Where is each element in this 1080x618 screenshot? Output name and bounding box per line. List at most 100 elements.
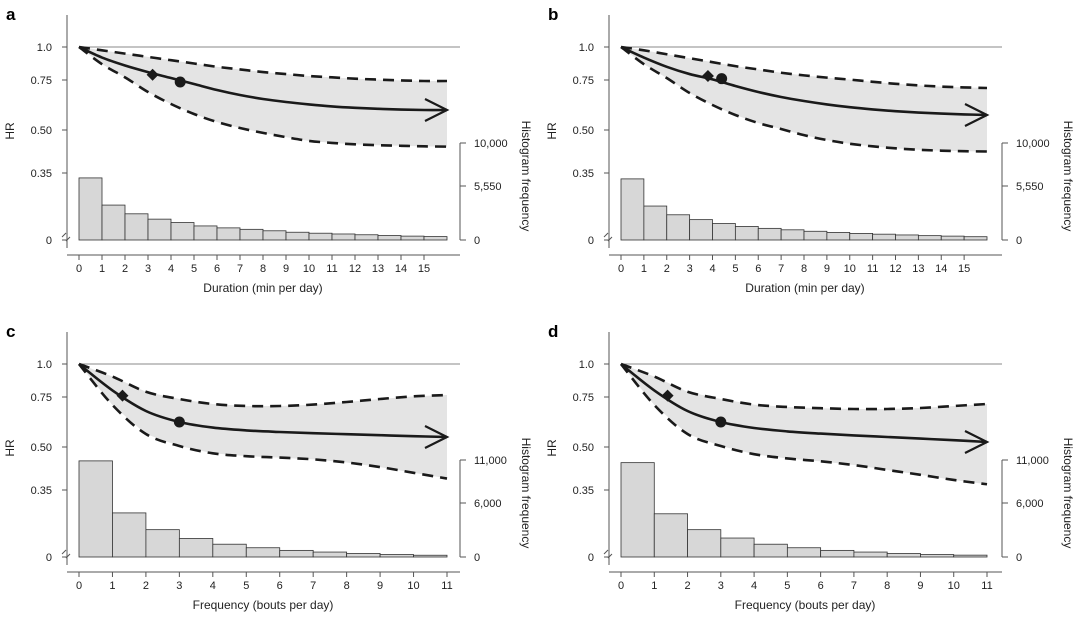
y-tick-label: 0.35 <box>31 168 52 180</box>
histogram-bar <box>245 547 281 558</box>
histogram-bar <box>849 233 874 241</box>
histogram-bar <box>712 223 736 241</box>
y-tick-label: 0 <box>46 235 52 247</box>
x-tick-label: 0 <box>618 580 624 592</box>
x-tick-label: 9 <box>917 580 923 592</box>
histogram-bar <box>312 551 348 558</box>
y2-axis-title: Histogram frequency <box>519 121 533 232</box>
x-tick-label: 9 <box>283 263 289 275</box>
histogram-bar <box>178 538 214 558</box>
x-axis-title: Frequency (bouts per day) <box>193 598 334 612</box>
histogram-bar <box>786 547 822 558</box>
x-tick-label: 15 <box>418 263 430 275</box>
x-tick-label: 4 <box>709 263 715 275</box>
x-tick-label: 1 <box>99 263 105 275</box>
y-tick-label: 0.75 <box>573 75 594 87</box>
histogram-bar <box>720 537 755 558</box>
y-tick-label: 0.50 <box>31 125 52 137</box>
x-tick-label: 3 <box>687 263 693 275</box>
histogram-bar <box>653 513 688 558</box>
upper-ci-line <box>620 45 988 90</box>
panel-letter: d <box>548 322 558 341</box>
x-tick-label: 12 <box>889 263 901 275</box>
y-tick-label: 0.75 <box>31 75 52 87</box>
histogram-bar <box>886 553 921 558</box>
diamond-marker <box>701 70 714 83</box>
y-tick-label: 0.75 <box>573 392 594 404</box>
x-tick-label: 0 <box>618 263 624 275</box>
y-axis-title: HR <box>3 122 17 140</box>
histogram-bar <box>78 177 103 241</box>
x-axis-title: Frequency (bouts per day) <box>735 598 876 612</box>
y2-axis-title: Histogram frequency <box>1061 121 1075 232</box>
x-tick-label: 6 <box>214 263 220 275</box>
x-tick-label: 9 <box>824 263 830 275</box>
y-tick-label: 0.35 <box>573 168 594 180</box>
y-tick-label: 0.35 <box>31 485 52 497</box>
histogram-bar <box>853 551 888 558</box>
histogram-bar <box>147 218 172 241</box>
histogram-bar <box>262 230 287 241</box>
x-tick-label: 14 <box>395 263 407 275</box>
histogram-bar <box>101 204 126 241</box>
y-tick-label: 0 <box>46 552 52 564</box>
x-axis-title: Duration (min per day) <box>203 281 322 295</box>
circle-marker <box>173 416 185 428</box>
histogram-bar <box>400 235 425 241</box>
x-tick-label: 4 <box>168 263 174 275</box>
histogram-bar <box>346 553 381 558</box>
histogram-bar <box>872 233 896 241</box>
lower-ci-line <box>77 363 448 480</box>
x-tick-label: 4 <box>210 580 216 592</box>
panel-letter: b <box>548 5 558 24</box>
x-tick-label: 14 <box>935 263 947 275</box>
x-tick-label: 12 <box>349 263 361 275</box>
x-tick-label: 7 <box>851 580 857 592</box>
x-tick-label: 2 <box>684 580 690 592</box>
histogram-bar <box>239 228 264 241</box>
panel-letter: c <box>6 322 15 341</box>
histogram-bar <box>285 231 310 241</box>
y2-tick-label: 10,000 <box>474 138 508 150</box>
curve-arrowhead <box>964 430 990 454</box>
panel-letter: a <box>6 5 16 24</box>
axis-break <box>61 549 71 559</box>
x-tick-label: 5 <box>243 580 249 592</box>
y2-tick-label: 0 <box>474 552 480 564</box>
x-tick-label: 1 <box>651 580 657 592</box>
histogram-bar <box>920 554 955 558</box>
histogram-bar <box>803 230 828 241</box>
x-tick-label: 7 <box>310 580 316 592</box>
diamond-marker <box>661 389 674 402</box>
histogram-bar <box>643 205 668 241</box>
confidence-band <box>79 47 447 147</box>
hr-curve <box>78 362 448 439</box>
axis-break <box>603 232 613 242</box>
y-tick-label: 1.0 <box>579 359 594 371</box>
y2-tick-label: 10,000 <box>1016 138 1050 150</box>
x-tick-label: 10 <box>948 580 960 592</box>
histogram-bar <box>917 235 942 241</box>
histogram-bar <box>216 227 241 241</box>
y2-axis-title: Histogram frequency <box>519 438 533 549</box>
hr-curve <box>620 362 988 444</box>
curve-arrowhead <box>964 103 990 127</box>
y-tick-label: 1.0 <box>37 359 52 371</box>
histogram-bar <box>734 226 759 241</box>
histogram-bar <box>308 232 333 241</box>
histogram-bar <box>354 234 379 241</box>
panel-c: c 1.0 0.75 0.50 0.35 0 HR 11,000 6,000 0 Histogram… <box>3 322 533 612</box>
y-tick-label: 0.50 <box>573 442 594 454</box>
upper-ci-line <box>620 362 988 411</box>
x-tick-label: 3 <box>176 580 182 592</box>
x-tick-label: 10 <box>407 580 419 592</box>
x-tick-label: 13 <box>912 263 924 275</box>
histogram-bar <box>895 234 919 241</box>
x-tick-label: 15 <box>958 263 970 275</box>
curve-arrowhead <box>424 425 450 449</box>
x-tick-label: 10 <box>303 263 315 275</box>
x-tick-label: 0 <box>76 263 82 275</box>
histogram-bar <box>112 512 147 558</box>
x-tick-label: 1 <box>109 580 115 592</box>
x-axis-title: Duration (min per day) <box>745 281 864 295</box>
